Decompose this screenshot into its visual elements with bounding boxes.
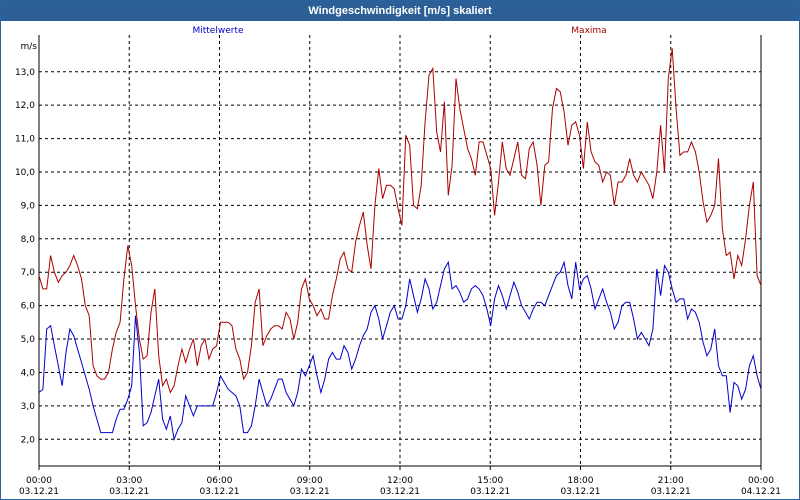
x-tick-time: 06:00	[207, 476, 233, 486]
y-tick-label: 7,0	[21, 268, 36, 278]
x-tick-time: 09:00	[297, 476, 323, 486]
x-tick-time: 15:00	[477, 476, 503, 486]
wind-speed-chart: 2,0 3,0 4,0 5,0 6,0 7,0 8,0 9,0 10,0 11,0 12,0 13,0…	[15, 26, 781, 497]
y-tick-label: 12,0	[15, 101, 35, 111]
x-tick-date: 03.12.21	[470, 487, 510, 497]
series-line-mittelwerte	[38, 260, 762, 442]
x-tick-date: 03.12.21	[19, 487, 59, 497]
x-tick-date: 04.12.21	[741, 487, 781, 497]
y-tick-label: 4,0	[21, 368, 36, 378]
series-line-maxima	[38, 48, 762, 394]
y-tick-label: 10,0	[15, 168, 35, 178]
y-tick-label: 3,0	[21, 402, 36, 412]
y-tick-label: 6,0	[21, 302, 36, 312]
y-tick-label: 13,0	[15, 68, 35, 78]
axes	[38, 35, 762, 470]
legend-mittelwerte: Mittelwerte	[192, 26, 243, 36]
grid	[39, 35, 761, 466]
y-axis-unit: m/s	[21, 42, 38, 52]
y-tick-label: 5,0	[21, 335, 36, 345]
x-tick-date: 03.12.21	[651, 487, 691, 497]
y-tick-label: 8,0	[21, 235, 36, 245]
tick-labels: 2,0 3,0 4,0 5,0 6,0 7,0 8,0 9,0 10,0 11,0 12,0 13,0…	[15, 26, 781, 497]
x-tick-date: 03.12.21	[199, 487, 239, 497]
y-tick-label: 11,0	[15, 135, 35, 145]
window-title: Windgeschwindigkeit [m/s] skaliert	[1, 1, 799, 21]
x-tick-time: 18:00	[568, 476, 594, 486]
x-tick-date: 03.12.21	[380, 487, 420, 497]
series-layer	[38, 48, 762, 442]
x-tick-date: 03.12.21	[290, 487, 330, 497]
y-tick-label: 2,0	[21, 435, 36, 445]
x-tick-time: 00:00	[26, 476, 52, 486]
x-tick-time: 21:00	[658, 476, 684, 486]
x-tick-time: 03:00	[116, 476, 142, 486]
x-tick-time: 12:00	[387, 476, 413, 486]
x-tick-time: 00:00	[748, 476, 774, 486]
y-tick-label: 9,0	[21, 201, 36, 211]
x-tick-date: 03.12.21	[560, 487, 600, 497]
x-tick-date: 03.12.21	[109, 487, 149, 497]
legend-maxima: Maxima	[571, 26, 606, 36]
